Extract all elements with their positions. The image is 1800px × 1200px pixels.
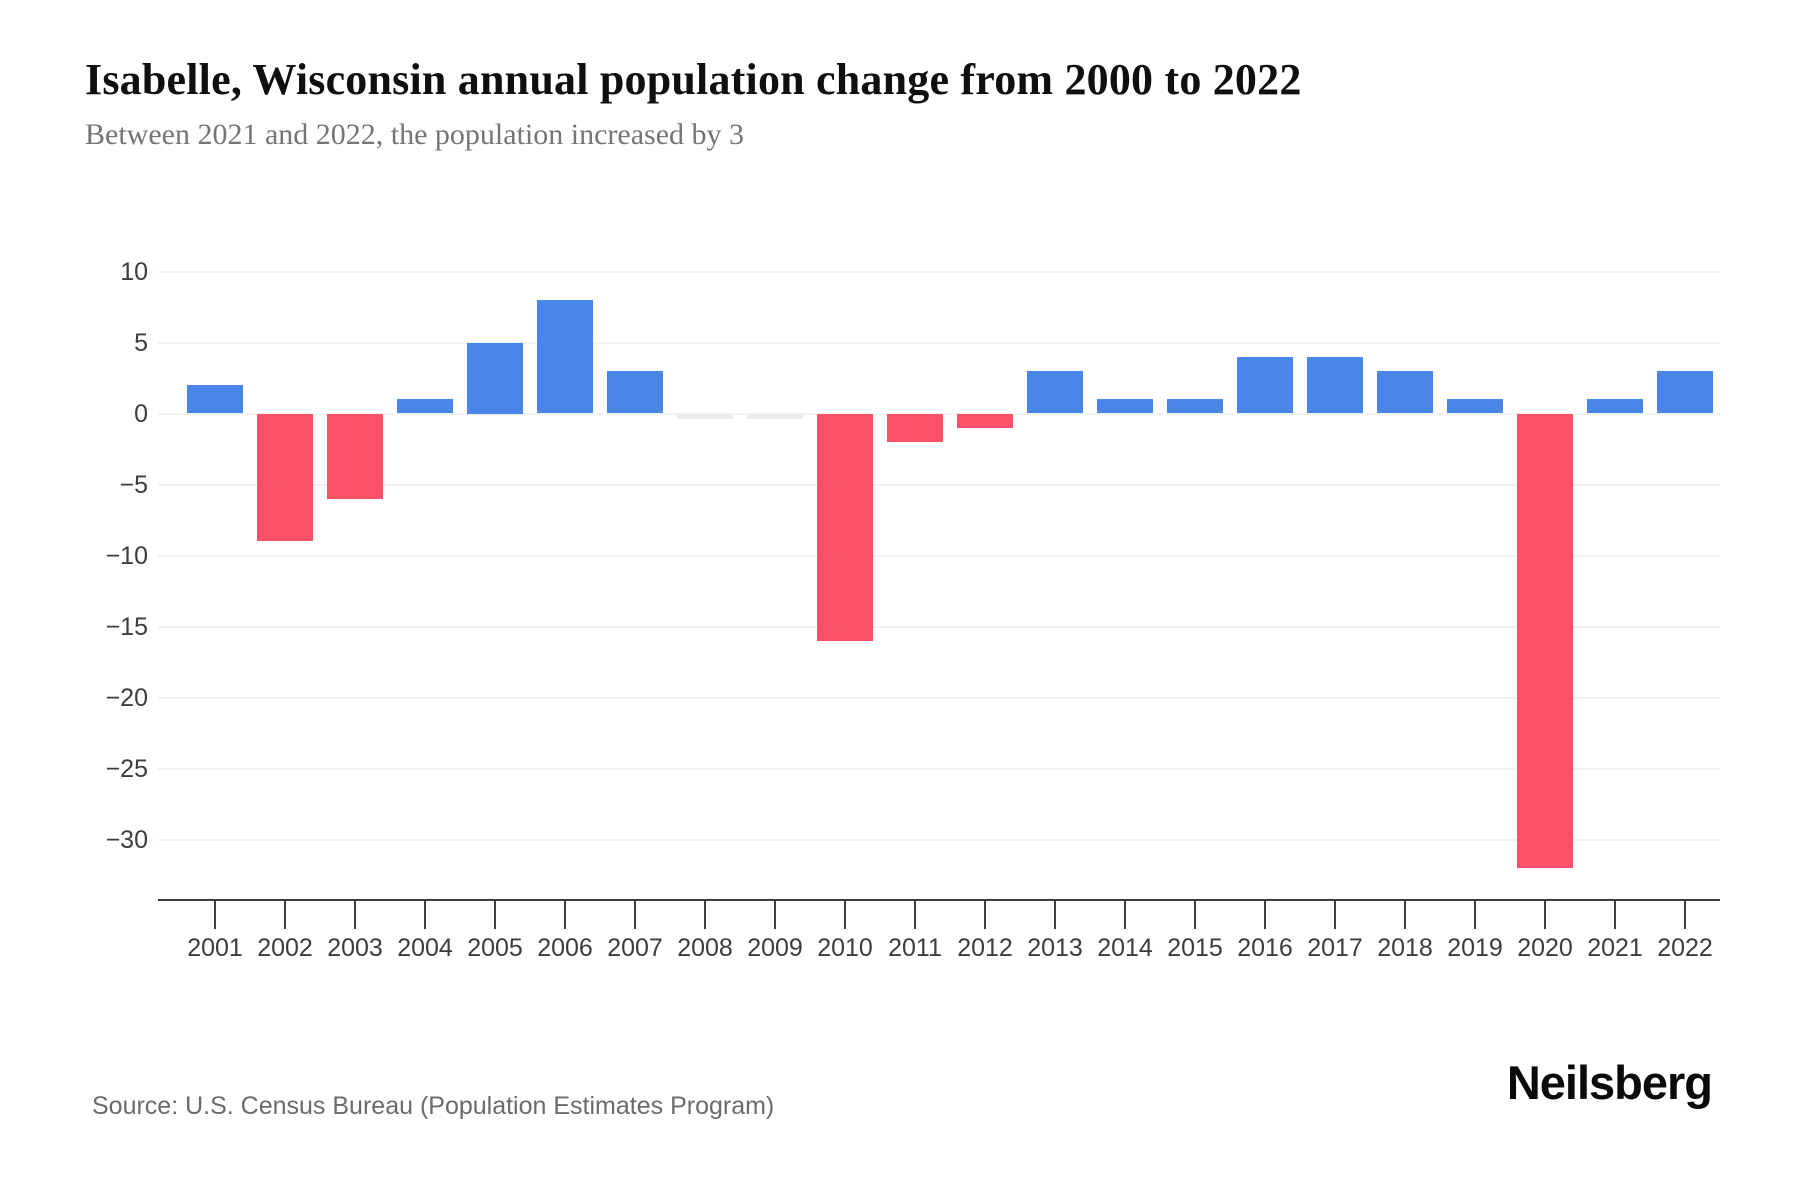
y-tick-label: 5 (134, 328, 148, 357)
x-tick-label-2018: 2018 (1377, 934, 1433, 962)
bar-2009[interactable] (747, 414, 803, 419)
y-tick-label: −15 (105, 612, 148, 641)
x-tick-label-2013: 2013 (1027, 934, 1083, 962)
y-tick-label: −30 (105, 825, 148, 854)
x-tick-label-2020: 2020 (1517, 934, 1573, 962)
x-axis-line (158, 899, 1720, 901)
x-tick-label-2015: 2015 (1167, 934, 1223, 962)
x-axis-tick-2013 (1054, 901, 1056, 929)
gridline-y--5 (158, 483, 1720, 486)
x-axis-tick-2014 (1124, 901, 1126, 929)
x-axis-tick-2010 (844, 901, 846, 929)
bar-2001[interactable] (187, 385, 243, 414)
x-tick-label-2004: 2004 (397, 934, 453, 962)
x-axis-tick-2001 (214, 901, 216, 929)
x-tick-label-2007: 2007 (607, 934, 663, 962)
gridline-y--25 (158, 767, 1720, 770)
x-axis-tick-2017 (1334, 901, 1336, 929)
bar-2015[interactable] (1167, 399, 1223, 414)
x-axis-tick-2009 (774, 901, 776, 929)
x-axis-tick-2008 (704, 901, 706, 929)
y-tick-label: 10 (120, 257, 148, 286)
bar-2002[interactable] (257, 413, 313, 542)
x-axis-tick-2019 (1474, 901, 1476, 929)
bar-2008[interactable] (677, 414, 733, 419)
x-tick-label-2005: 2005 (467, 934, 523, 962)
bar-2021[interactable] (1587, 399, 1643, 414)
x-axis-tick-2006 (564, 901, 566, 929)
gridline-y--20 (158, 696, 1720, 699)
x-tick-label-2019: 2019 (1447, 934, 1503, 962)
gridline-y--10 (158, 554, 1720, 557)
x-tick-label-2009: 2009 (747, 934, 803, 962)
x-axis-tick-2002 (284, 901, 286, 929)
x-axis-tick-2005 (494, 901, 496, 929)
bar-2006[interactable] (537, 299, 593, 414)
bar-2017[interactable] (1307, 356, 1363, 414)
bar-2012[interactable] (957, 413, 1013, 428)
gridline-y-10 (158, 270, 1720, 273)
y-tick-label: −10 (105, 541, 148, 570)
x-tick-label-2006: 2006 (537, 934, 593, 962)
y-tick-label: 0 (134, 399, 148, 428)
bar-2005[interactable] (467, 342, 523, 414)
bar-2010[interactable] (817, 413, 873, 641)
x-tick-label-2014: 2014 (1097, 934, 1153, 962)
bar-2019[interactable] (1447, 399, 1503, 414)
bar-2020[interactable] (1517, 413, 1573, 868)
x-axis-tick-2022 (1684, 901, 1686, 929)
neilsberg-logo[interactable]: Neilsberg (1506, 1056, 1713, 1109)
x-tick-label-2010: 2010 (817, 934, 873, 962)
x-axis-tick-2021 (1614, 901, 1616, 929)
y-tick-label: −5 (119, 470, 148, 499)
x-axis-tick-2011 (914, 901, 916, 929)
bar-2013[interactable] (1027, 370, 1083, 414)
y-tick-label: −20 (105, 683, 148, 712)
x-tick-label-2008: 2008 (677, 934, 733, 962)
x-tick-label-2012: 2012 (957, 934, 1013, 962)
x-tick-label-2001: 2001 (187, 934, 243, 962)
x-axis-tick-2003 (354, 901, 356, 929)
bar-2007[interactable] (607, 370, 663, 414)
bar-2016[interactable] (1237, 356, 1293, 414)
x-tick-label-2022: 2022 (1657, 934, 1713, 962)
x-tick-label-2016: 2016 (1237, 934, 1293, 962)
source-note: Source: U.S. Census Bureau (Population E… (92, 1092, 775, 1120)
x-axis-tick-2004 (424, 901, 426, 929)
x-tick-label-2011: 2011 (888, 934, 942, 962)
x-tick-label-2002: 2002 (257, 934, 313, 962)
bar-2004[interactable] (397, 399, 453, 414)
bar-2022[interactable] (1657, 370, 1713, 414)
page-title: Isabelle, Wisconsin annual population ch… (85, 55, 1302, 104)
bar-2003[interactable] (327, 413, 383, 499)
x-axis-tick-2018 (1404, 901, 1406, 929)
x-tick-label-2003: 2003 (327, 934, 383, 962)
x-tick-label-2021: 2021 (1587, 934, 1643, 962)
x-axis-tick-2016 (1264, 901, 1266, 929)
gridline-y--15 (158, 625, 1720, 628)
x-axis-tick-2020 (1544, 901, 1546, 929)
x-axis-tick-2012 (984, 901, 986, 929)
bar-2018[interactable] (1377, 370, 1433, 414)
page-subtitle: Between 2021 and 2022, the population in… (85, 118, 745, 151)
x-axis-tick-2015 (1194, 901, 1196, 929)
gridline-y-5 (158, 341, 1720, 344)
bar-2014[interactable] (1097, 399, 1153, 414)
bar-2011[interactable] (887, 413, 943, 442)
y-tick-label: −25 (105, 754, 148, 783)
x-tick-label-2017: 2017 (1307, 934, 1363, 962)
x-axis-tick-2007 (634, 901, 636, 929)
gridline-y--30 (158, 838, 1720, 841)
